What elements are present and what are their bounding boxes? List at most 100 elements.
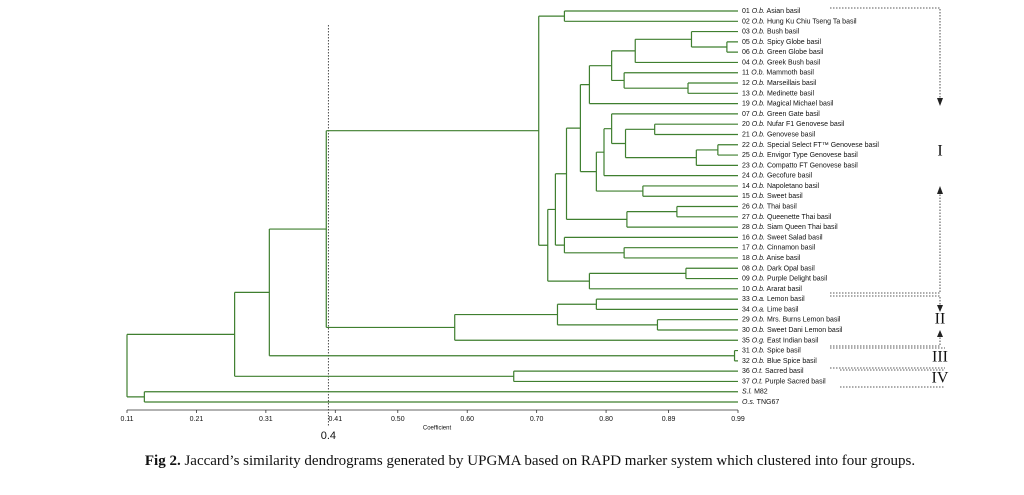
leaf-label: 32 O.b. Blue Spice basil — [742, 358, 817, 365]
leaf-id: 28 — [742, 224, 750, 231]
branch — [538, 15, 565, 246]
leaf-species: O.b. — [752, 100, 765, 107]
arrow — [937, 186, 943, 194]
leaf-id: 37 — [742, 378, 750, 385]
leaf-label: 27 O.b. Queenette Thai basil — [742, 214, 832, 221]
caption-text: Jaccard’s similarity dendrograms generat… — [184, 453, 915, 469]
leaf-label: 35 O.g. East Indian basil — [742, 337, 819, 344]
leaf-id: 26 — [742, 203, 750, 210]
leaf-name: Sacred basil — [765, 368, 804, 375]
leaf-species: O.b. — [752, 28, 765, 35]
leaf-name: Bush basil — [767, 28, 800, 35]
leaf-label: S.l. M82 — [742, 389, 768, 396]
leaf-label: 36 O.t. Sacred basil — [742, 368, 804, 375]
leaf-name: Marseillais basil — [767, 80, 817, 87]
leaf-species: O.a. — [752, 306, 765, 313]
leaf-name: Greek Bush basil — [767, 59, 821, 66]
leaf-species: O.b. — [751, 70, 764, 77]
leaf-species: O.b. — [752, 121, 765, 128]
leaf-label: 24 O.b. Gecofure basil — [742, 172, 813, 179]
branch — [654, 123, 738, 136]
leaf-name: Sweet Salad basil — [767, 234, 823, 241]
leaf-name: Nufar F1 Genovese basil — [767, 121, 845, 128]
leaf-id: 17 — [742, 245, 750, 252]
leaf-species: O.t. — [752, 368, 763, 375]
leaf-name: Magical Michael basil — [767, 100, 834, 107]
leaf-name: Spice basil — [767, 347, 801, 354]
group-label: IV — [932, 370, 949, 387]
leaf-label: O.s. TNG67 — [742, 399, 779, 406]
branch — [634, 38, 738, 64]
leaf-species: O.b. — [752, 358, 765, 365]
leaf-name: Sweet Dani Lemon basil — [767, 327, 843, 334]
x-tick-label: 0.89 — [662, 416, 676, 423]
branch — [126, 333, 235, 398]
leaf-id: 12 — [742, 80, 750, 87]
leaf-species: O.b. — [752, 193, 765, 200]
group-label: III — [932, 349, 948, 366]
leaf-label: 14 O.b. Napoletano basil — [742, 183, 820, 190]
leaf-species: O.b. — [752, 80, 765, 87]
leaf-name: Ararat basil — [767, 286, 803, 293]
x-tick-label: 0.60 — [460, 416, 474, 423]
leaf-id: 33 — [742, 296, 750, 303]
leaf-name: Compatto FT Genovese basil — [767, 162, 858, 169]
leaf-label: 16 O.b. Sweet Salad basil — [742, 234, 823, 241]
leaf-label: 30 O.b. Sweet Dani Lemon basil — [742, 327, 843, 334]
leaf-species: O.b. — [752, 275, 765, 282]
leaf-id: 16 — [742, 234, 750, 241]
leaf-label: 17 O.b. Cinnamon basil — [742, 245, 816, 252]
leaf-name: East Indian basil — [767, 337, 819, 344]
x-tick-label: 0.41 — [328, 416, 342, 423]
leaf-species: O.b. — [752, 111, 765, 118]
branch — [547, 208, 590, 282]
leaf-species: O.b. — [752, 162, 765, 169]
leaf-id: 35 — [742, 337, 750, 344]
leaf-name: Lemon basil — [767, 296, 805, 303]
bracket — [830, 7, 941, 100]
branch — [611, 50, 636, 82]
branch — [623, 72, 738, 89]
leaf-label: 06 O.b. Green Globe basil — [742, 49, 824, 56]
leaf-id: 24 — [742, 172, 750, 179]
arrow — [937, 330, 943, 337]
leaf-species: O.g. — [752, 337, 765, 344]
leaf-id: 06 — [742, 49, 750, 56]
leaf-name: Sweet basil — [767, 193, 803, 200]
group-label: I — [937, 143, 942, 160]
leaf-name: Asian basil — [767, 8, 801, 15]
leaf-species: O.b. — [752, 327, 765, 334]
leaf-name: Special Select FT™ Genovese basil — [767, 142, 879, 149]
leaf-label: 23 O.b. Compatto FT Genovese basil — [742, 162, 858, 169]
leaf-species: O.b. — [752, 39, 765, 46]
leaf-label: 07 O.b. Green Gate basil — [742, 111, 820, 118]
leaf-species: O.a. — [752, 296, 765, 303]
leaf-label: 09 O.b. Purple Delight basil — [742, 275, 828, 282]
bracket — [840, 369, 945, 388]
branch — [656, 319, 738, 331]
leaf-species: S.l. — [742, 389, 752, 396]
leaf-label: 02 O.b. Hung Ku Chiu Tseng Ta basil — [742, 18, 857, 25]
branch — [563, 10, 738, 22]
leaf-label: 18 O.b. Anise basil — [742, 255, 801, 262]
leaf-id: 04 — [742, 59, 750, 66]
leaf-label: 08 O.b. Dark Opal basil — [742, 265, 815, 272]
leaf-id: 18 — [742, 255, 750, 262]
leaf-label: 21 O.b. Genovese basil — [742, 131, 816, 138]
leaf-name: Anise basil — [767, 255, 801, 262]
leaf-name: Blue Spice basil — [767, 358, 817, 365]
cutoff-label: 0.4 — [321, 430, 336, 442]
branch — [626, 211, 738, 228]
branch — [588, 65, 738, 105]
leaf-label: 10 O.b. Ararat basil — [742, 286, 802, 293]
leaf-label: 01 O.b. Asian basil — [742, 8, 801, 15]
leaf-species: O.b. — [752, 245, 765, 252]
leaf-id: 05 — [742, 39, 750, 46]
leaf-name: Queenette Thai basil — [767, 214, 832, 221]
leaf-label: 26 O.b. Thai basil — [742, 203, 797, 210]
x-tick-label: 0.99 — [731, 416, 745, 423]
branch — [325, 130, 539, 329]
leaf-species: O.b. — [752, 347, 765, 354]
branch — [687, 82, 738, 94]
